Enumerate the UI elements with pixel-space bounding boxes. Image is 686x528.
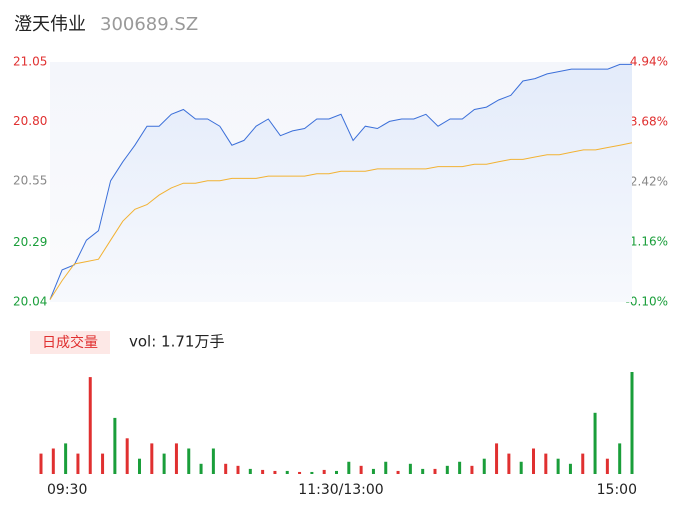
y2-tick-label: 4.94% (630, 55, 668, 69)
volume-bar (593, 412, 597, 474)
volume-bar (88, 377, 92, 474)
y-tick-label: 20.29 (13, 235, 47, 249)
volume-summary: vol: 1.71万手 (129, 333, 224, 351)
volume-bar (347, 461, 351, 474)
volume-bar (261, 469, 265, 474)
price-area (50, 64, 632, 303)
volume-bar (322, 469, 326, 474)
legend-box (30, 331, 110, 354)
volume-bar (519, 461, 523, 474)
volume-bar (224, 463, 228, 474)
volume-bar (101, 453, 105, 474)
volume-bar (605, 458, 609, 474)
volume-bar (544, 453, 548, 474)
volume-bar (532, 448, 535, 474)
x-tick-label: 15:00 (597, 482, 637, 498)
volume-bar (273, 470, 277, 474)
volume-bar (211, 448, 215, 474)
volume-bar (384, 461, 388, 474)
volume-bar (248, 468, 252, 474)
volume-bar (359, 465, 363, 474)
volume-bar (568, 463, 572, 474)
volume-bar (556, 458, 560, 474)
volume-bar (138, 458, 141, 474)
volume-bar (187, 448, 191, 474)
average-line (49, 142, 633, 300)
x-tick-label: 11:30/13:00 (298, 482, 383, 498)
legend-label: 日成交量 (42, 334, 98, 351)
x-tick-label: 09:30 (47, 482, 87, 498)
y-tick-label: 20.80 (13, 114, 47, 128)
volume-bar (125, 438, 129, 474)
y2-tick-label: 2.42% (630, 175, 668, 189)
volume-bar (408, 463, 412, 474)
volume-bar (236, 465, 240, 474)
volume-bar (433, 468, 437, 474)
volume-bar (298, 471, 302, 474)
y-tick-label: 21.05 (13, 55, 47, 69)
volume-bar (51, 448, 55, 474)
volume-bar (199, 463, 203, 474)
volume-bar (630, 372, 634, 474)
chart-subtitle: 300689.SZ (100, 14, 198, 35)
volume-bar (113, 417, 117, 474)
volume-bar (458, 461, 462, 474)
volume-bar (64, 443, 68, 474)
volume-bar (396, 470, 400, 474)
chart-title: 澄天伟业 (14, 14, 86, 35)
volume-bar (371, 468, 375, 474)
volume-bar (76, 453, 80, 474)
volume-bar (285, 470, 289, 474)
volume-bar (174, 443, 178, 474)
y2-tick-label: 1.16% (630, 235, 668, 249)
y-tick-label: 20.04 (13, 295, 47, 309)
y-tick-label: 20.55 (13, 173, 47, 187)
volume-bar (482, 458, 486, 474)
volume-bar (445, 465, 449, 474)
volume-bar (150, 443, 154, 474)
y2-tick-label: -0.10% (626, 295, 668, 309)
volume-bar (421, 468, 425, 474)
volume-bar (507, 453, 511, 474)
volume-bar (335, 470, 338, 474)
volume-bar (162, 453, 166, 474)
volume-bar (581, 453, 585, 474)
price-line (49, 63, 632, 300)
volume-bar (310, 471, 314, 474)
volume-bar (470, 465, 474, 474)
volume-bar (618, 443, 622, 474)
y2-tick-label: 3.68% (630, 115, 668, 129)
volume-bar (495, 443, 499, 474)
volume-bar (39, 453, 43, 474)
